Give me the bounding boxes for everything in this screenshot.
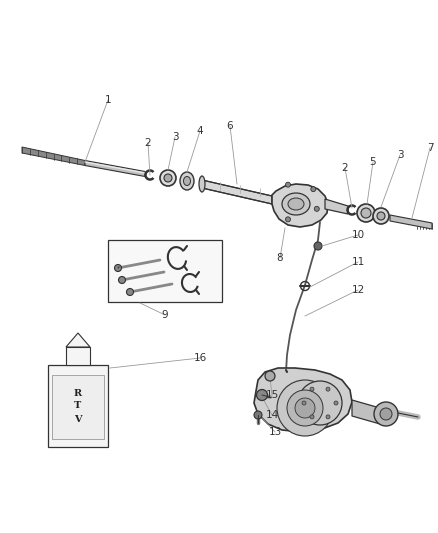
Circle shape	[310, 415, 314, 419]
Text: 2: 2	[342, 163, 348, 173]
Polygon shape	[85, 160, 145, 176]
Ellipse shape	[282, 193, 310, 215]
Circle shape	[287, 390, 323, 426]
Circle shape	[286, 182, 290, 187]
Bar	[48, 365, 108, 447]
Circle shape	[164, 174, 172, 182]
Polygon shape	[325, 199, 348, 214]
Ellipse shape	[199, 176, 205, 192]
Text: 11: 11	[351, 257, 364, 267]
Circle shape	[374, 402, 398, 426]
Text: 16: 16	[193, 353, 207, 363]
Polygon shape	[66, 333, 90, 347]
Circle shape	[377, 212, 385, 220]
Circle shape	[119, 277, 126, 284]
Circle shape	[361, 208, 371, 218]
Text: 14: 14	[265, 410, 279, 420]
Text: 5: 5	[370, 157, 376, 167]
Polygon shape	[390, 215, 432, 229]
Ellipse shape	[288, 198, 304, 210]
Bar	[66, 347, 90, 365]
Circle shape	[114, 264, 121, 271]
Text: 8: 8	[277, 253, 283, 263]
Bar	[108, 240, 222, 302]
Text: 1: 1	[105, 95, 111, 105]
Polygon shape	[22, 147, 85, 166]
Text: 6: 6	[227, 121, 233, 131]
Circle shape	[295, 398, 315, 418]
Text: T: T	[74, 401, 81, 410]
Text: 3: 3	[172, 132, 178, 142]
Circle shape	[326, 387, 330, 391]
Circle shape	[326, 415, 330, 419]
Circle shape	[277, 380, 333, 436]
Text: 10: 10	[351, 230, 364, 240]
Circle shape	[257, 390, 268, 400]
Text: 4: 4	[197, 126, 203, 136]
Circle shape	[302, 401, 306, 405]
Text: 9: 9	[162, 310, 168, 320]
Text: 13: 13	[268, 427, 282, 437]
Circle shape	[310, 387, 314, 391]
Text: 3: 3	[397, 150, 403, 160]
Text: 12: 12	[351, 285, 364, 295]
Circle shape	[380, 408, 392, 420]
Circle shape	[314, 206, 319, 212]
Text: 15: 15	[265, 390, 279, 400]
Circle shape	[334, 401, 338, 405]
Circle shape	[127, 288, 134, 295]
Circle shape	[160, 170, 176, 186]
Polygon shape	[272, 184, 328, 227]
Bar	[52, 375, 104, 439]
Ellipse shape	[184, 176, 191, 185]
Polygon shape	[254, 368, 352, 432]
Ellipse shape	[180, 172, 194, 190]
Circle shape	[311, 187, 316, 192]
Circle shape	[357, 204, 375, 222]
Text: 2: 2	[145, 138, 151, 148]
Text: V: V	[74, 415, 82, 424]
Circle shape	[286, 217, 290, 222]
Text: 7: 7	[427, 143, 433, 153]
Circle shape	[265, 371, 275, 381]
Text: R: R	[74, 389, 82, 398]
Circle shape	[254, 411, 262, 419]
Circle shape	[298, 381, 342, 425]
Polygon shape	[202, 180, 272, 204]
Polygon shape	[352, 400, 388, 424]
Circle shape	[314, 242, 322, 250]
Circle shape	[373, 208, 389, 224]
